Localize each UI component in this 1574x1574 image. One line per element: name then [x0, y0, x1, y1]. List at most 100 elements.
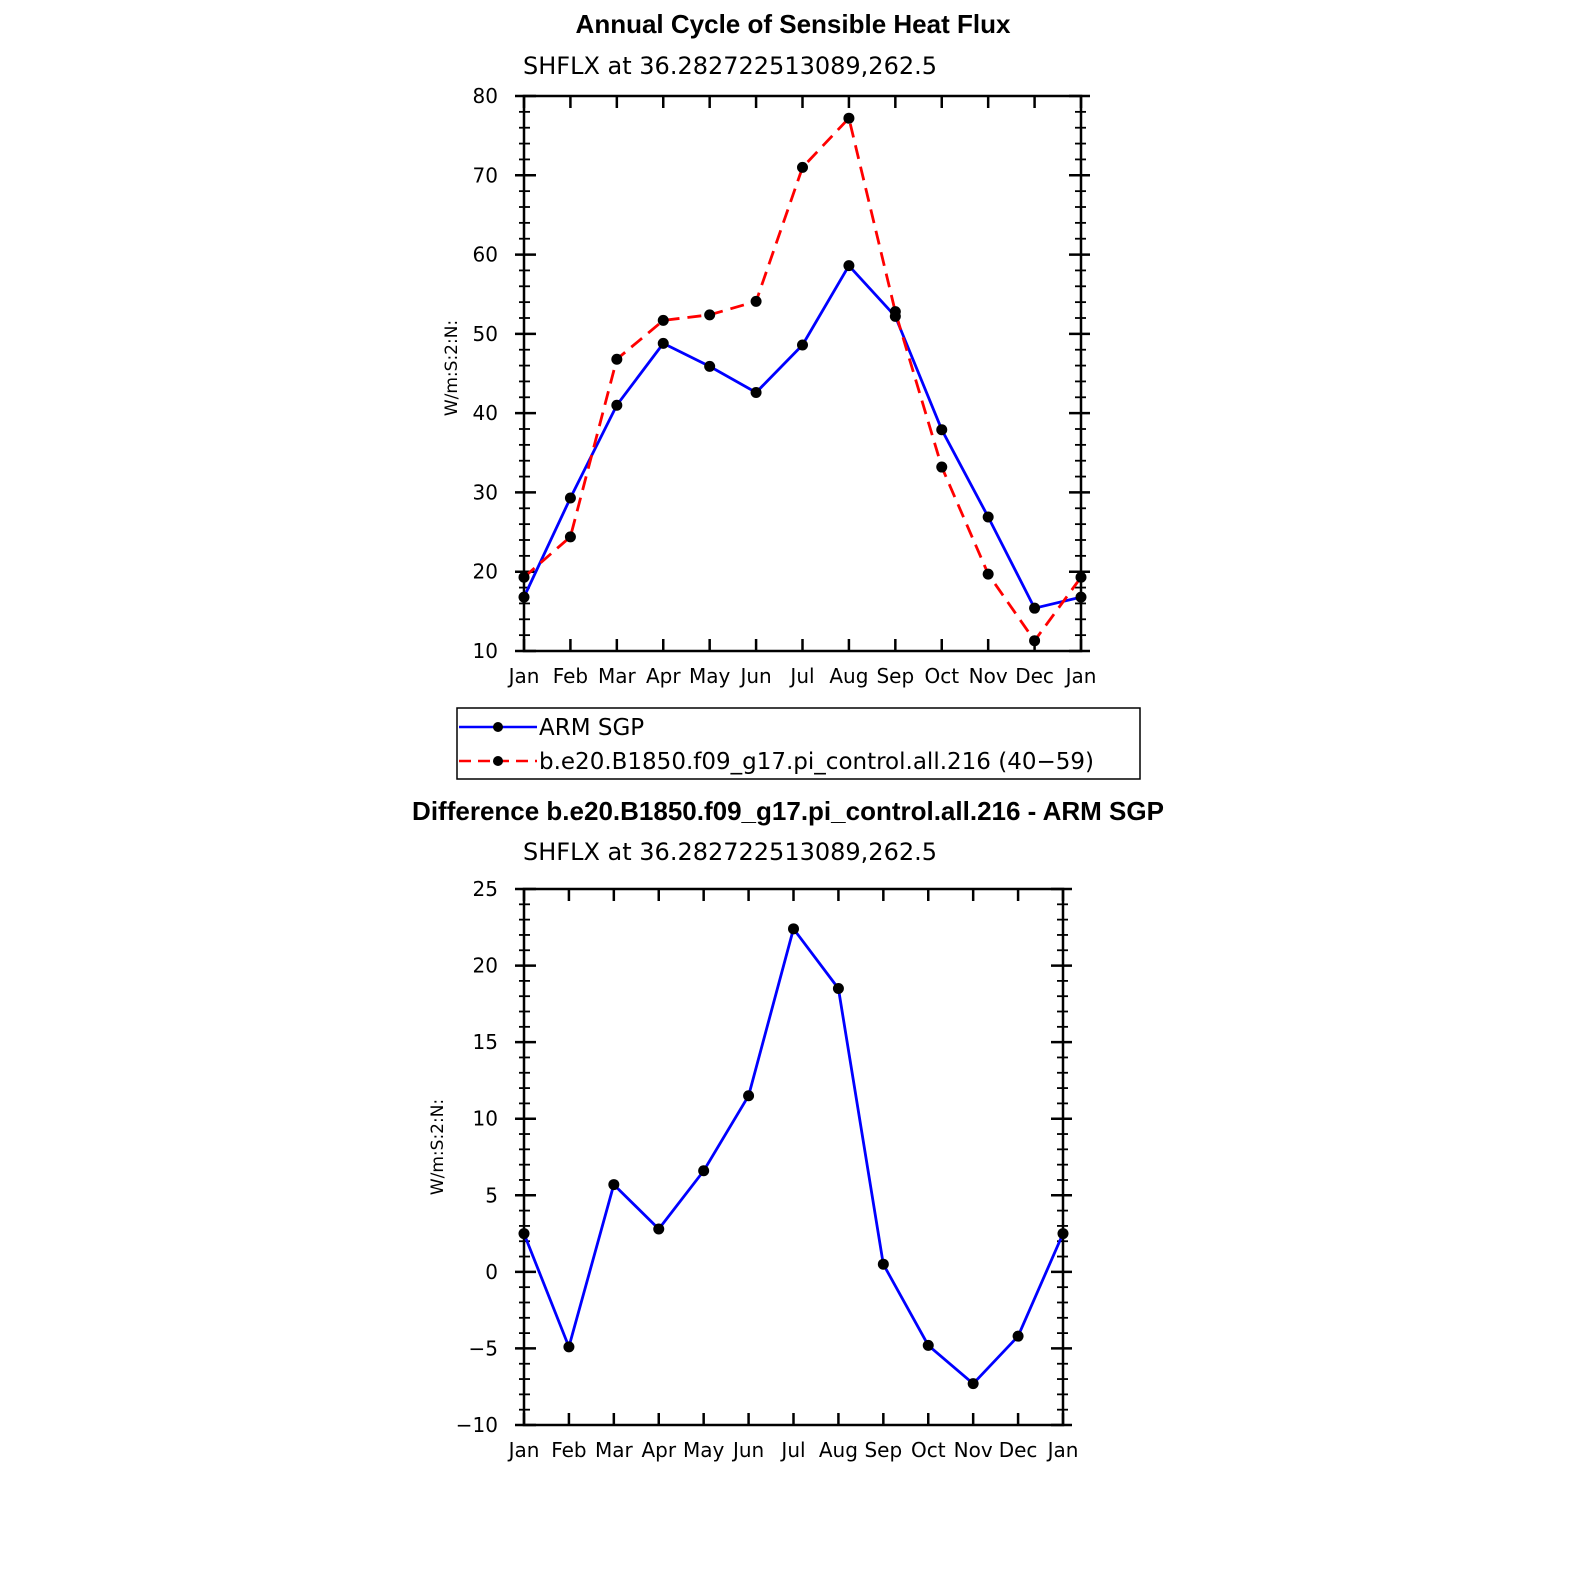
legend-box: [456, 707, 1141, 780]
y-tick-label: 70: [473, 163, 498, 187]
difference-chart: Difference b.e20.B1850.f09_g17.pi_contro…: [412, 796, 1164, 1462]
x-tick-label: Jul: [788, 664, 814, 688]
x-tick-label: Mar: [598, 664, 637, 688]
chart-title: Annual Cycle of Sensible Heat Flux: [576, 9, 1011, 39]
data-point: [608, 1179, 620, 1191]
data-point: [698, 1165, 710, 1177]
x-tick-label: Jul: [779, 1438, 805, 1462]
series-layer: [518, 923, 1069, 1390]
chart-title: Difference b.e20.B1850.f09_g17.pi_contro…: [412, 796, 1164, 826]
data-point: [704, 360, 716, 372]
y-tick-label: 0: [485, 1260, 498, 1284]
legend-marker-model: [493, 756, 503, 766]
y-tick-label: −10: [456, 1413, 498, 1437]
data-point: [1057, 1228, 1069, 1240]
data-point: [563, 1341, 575, 1353]
y-tick-label: 40: [473, 401, 498, 425]
data-point: [788, 923, 799, 935]
x-tick-label: Dec: [1015, 664, 1054, 688]
y-tick-label: 5: [485, 1183, 498, 1207]
axes: Jan Feb Mar Apr May Jun Jul Aug Sep Oct Nov Dec Jan 1…: [473, 84, 1097, 688]
data-point: [936, 424, 948, 436]
data-point: [1012, 1330, 1024, 1342]
y-tick-label: −5: [469, 1336, 498, 1360]
axes: Jan Feb Mar Apr May Jun Jul Aug Sep Oct Nov Dec Jan−…: [456, 877, 1079, 1462]
data-point: [797, 339, 808, 351]
x-tick-label: Aug: [829, 664, 868, 688]
data-point: [611, 353, 623, 365]
data-point: [967, 1378, 979, 1390]
data-point: [743, 1090, 755, 1102]
x-tick-label: May: [683, 1438, 725, 1462]
y-tick-label: 20: [473, 560, 498, 584]
x-tick-label: May: [689, 664, 731, 688]
series-line-arm: [522, 927, 1065, 1386]
y-tick-label: 10: [473, 639, 498, 663]
data-point: [750, 387, 762, 399]
x-tick-label: Feb: [551, 1438, 586, 1462]
data-point: [564, 531, 576, 543]
data-point: [936, 461, 948, 473]
data-point: [518, 591, 530, 603]
y-tick-label: 60: [473, 243, 498, 267]
x-tick-label: Jan: [507, 1438, 540, 1462]
series-line-model: [523, 116, 1083, 643]
x-tick-label: Nov: [969, 664, 1008, 688]
data-point: [657, 314, 669, 326]
data-point: [1029, 602, 1041, 614]
legend-label-model: b.e20.B1850.f09_g17.pi_control.all.216 (…: [539, 749, 1094, 775]
data-point: [889, 306, 901, 318]
data-point: [843, 260, 855, 272]
x-tick-label: Jun: [738, 664, 771, 688]
y-axis-label: W/m:S:2:N:: [428, 1099, 448, 1195]
y-tick-label: 15: [473, 1030, 498, 1054]
chart-subtitle: SHFLX at 36.282722513089,262.5: [523, 52, 937, 80]
data-point: [611, 399, 623, 411]
series-line-arm: [522, 264, 1082, 610]
data-point: [982, 568, 994, 580]
y-tick-label: 30: [473, 480, 498, 504]
x-tick-label: Mar: [595, 1438, 634, 1462]
data-point: [797, 161, 808, 173]
x-tick-label: Sep: [864, 1438, 902, 1462]
y-tick-label: 10: [473, 1107, 498, 1131]
data-point: [750, 295, 762, 307]
y-tick-label: 20: [473, 954, 498, 978]
plot-frame: [522, 887, 1065, 1427]
data-point: [657, 337, 669, 349]
data-point: [653, 1223, 665, 1235]
annual-cycle-chart: Annual Cycle of Sensible Heat Flux SHFLX…: [442, 9, 1096, 688]
data-point: [832, 983, 844, 995]
data-point: [877, 1258, 889, 1270]
data-point: [518, 571, 530, 583]
legend-marker-arm: [493, 722, 503, 732]
data-point: [843, 112, 855, 124]
y-tick-label: 25: [473, 877, 498, 901]
data-point: [1029, 635, 1041, 647]
data-point: [518, 1228, 530, 1240]
plot-frame: [522, 94, 1083, 653]
data-point: [982, 511, 994, 523]
x-tick-label: Jan: [507, 664, 540, 688]
x-tick-label: Dec: [999, 1438, 1038, 1462]
data-point: [922, 1339, 934, 1351]
x-tick-label: Feb: [553, 664, 588, 688]
data-point: [564, 492, 576, 504]
data-point: [704, 309, 716, 321]
x-tick-label: Jun: [731, 1438, 764, 1462]
series-layer: [518, 112, 1087, 647]
legend: ARM SGP b.e20.B1850.f09_g17.pi_control.a…: [456, 707, 1141, 780]
y-axis-label: W/m:S:2:N:: [442, 320, 462, 416]
y-tick-label: 50: [473, 322, 498, 346]
x-tick-label: Apr: [641, 1438, 676, 1462]
x-tick-label: Sep: [876, 664, 914, 688]
data-point: [1075, 591, 1087, 603]
y-tick-label: 80: [473, 84, 498, 108]
legend-label-arm: ARM SGP: [539, 715, 644, 741]
x-tick-label: Nov: [954, 1438, 993, 1462]
x-tick-label: Jan: [1064, 664, 1097, 688]
chart-subtitle: SHFLX at 36.282722513089,262.5: [523, 838, 937, 866]
x-tick-label: Apr: [646, 664, 681, 688]
data-point: [1075, 571, 1087, 583]
